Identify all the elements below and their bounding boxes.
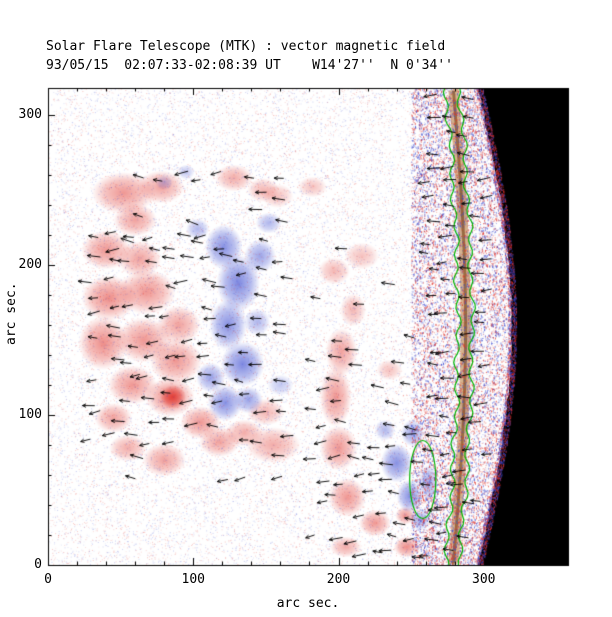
x-axis-label: arc sec. [276,596,340,611]
x-tick-label: 0 [44,572,52,587]
y-tick-label: 300 [18,107,42,122]
plot-title: Solar Flare Telescope (MTK) : vector mag… [46,39,446,54]
y-tick-label: 0 [34,557,42,572]
y-axis-label: arc sec. [4,282,19,345]
plot-subtitle: 93/05/15 02:07:33-02:08:39 UT W14'27'' N… [46,58,453,73]
x-tick-label: 200 [326,572,351,587]
x-tick-label: 100 [181,572,205,587]
y-tick-label: 100 [18,407,42,422]
y-tick-label: 200 [18,257,42,272]
x-tick-label: 300 [472,572,496,587]
